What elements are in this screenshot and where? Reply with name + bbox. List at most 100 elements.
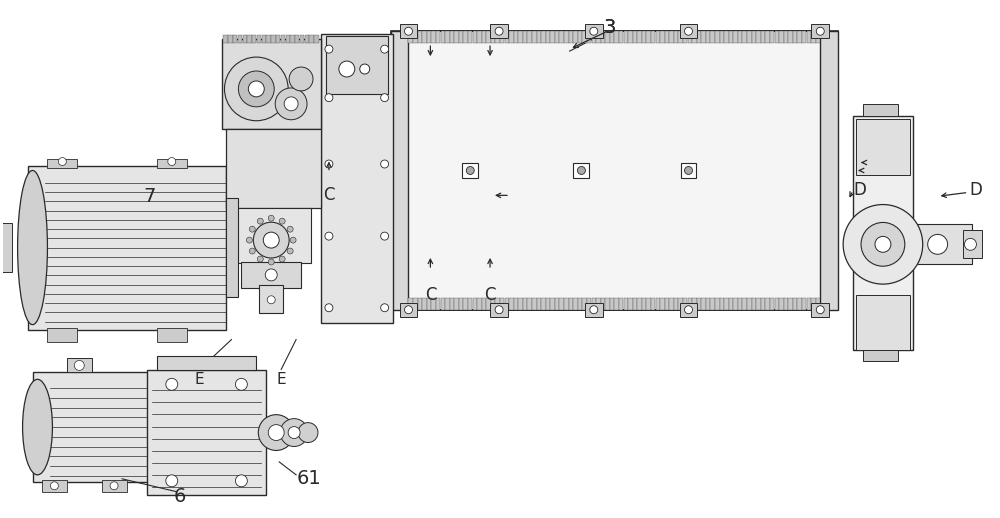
Bar <box>697 31 701 43</box>
Circle shape <box>590 27 598 35</box>
Bar <box>775 31 779 43</box>
Bar <box>252 35 256 43</box>
Bar <box>247 35 252 43</box>
Bar <box>42 480 67 492</box>
Bar <box>509 298 514 310</box>
Bar <box>257 35 261 43</box>
Circle shape <box>685 306 692 314</box>
Bar <box>856 119 910 176</box>
Circle shape <box>577 166 585 175</box>
Bar <box>578 31 582 43</box>
Bar <box>532 31 537 43</box>
Bar <box>454 31 459 43</box>
Bar <box>523 298 527 310</box>
Bar <box>226 128 321 208</box>
Circle shape <box>298 423 318 442</box>
Circle shape <box>235 378 247 390</box>
Text: C: C <box>425 286 436 304</box>
Circle shape <box>843 205 923 284</box>
Bar <box>856 295 910 350</box>
Bar <box>271 35 276 43</box>
Bar <box>765 298 770 310</box>
Circle shape <box>466 166 474 175</box>
Circle shape <box>263 232 279 248</box>
Bar <box>742 298 747 310</box>
Circle shape <box>325 304 333 312</box>
Bar <box>738 31 742 43</box>
Bar <box>509 31 514 43</box>
Bar <box>459 31 463 43</box>
Circle shape <box>58 157 66 166</box>
Circle shape <box>339 61 355 77</box>
Circle shape <box>289 67 313 91</box>
Bar <box>582 31 587 43</box>
Circle shape <box>268 215 274 221</box>
Bar <box>665 298 669 310</box>
Bar <box>585 303 603 316</box>
Circle shape <box>288 427 300 439</box>
Bar <box>550 31 555 43</box>
Bar <box>477 298 482 310</box>
Bar <box>569 298 573 310</box>
Circle shape <box>168 157 176 166</box>
Bar <box>592 298 596 310</box>
Circle shape <box>381 232 389 240</box>
Bar <box>559 31 564 43</box>
Bar <box>807 31 811 43</box>
Bar <box>651 298 655 310</box>
Bar <box>656 298 660 310</box>
Bar <box>391 31 838 310</box>
Bar <box>770 298 774 310</box>
Circle shape <box>290 237 296 243</box>
Bar <box>610 31 614 43</box>
Bar <box>811 31 816 43</box>
Bar <box>624 31 628 43</box>
Bar <box>422 298 427 310</box>
Bar <box>2 223 12 272</box>
Bar <box>637 298 642 310</box>
Bar <box>422 31 427 43</box>
Bar <box>431 31 436 43</box>
Bar <box>619 31 623 43</box>
Bar <box>674 31 678 43</box>
Bar <box>559 298 564 310</box>
Circle shape <box>816 27 824 35</box>
Bar <box>436 298 440 310</box>
Bar <box>720 31 724 43</box>
Circle shape <box>325 232 333 240</box>
Bar <box>720 298 724 310</box>
Bar <box>47 327 77 341</box>
Bar <box>692 31 697 43</box>
Circle shape <box>495 306 503 314</box>
Bar <box>555 31 559 43</box>
Circle shape <box>249 248 255 254</box>
Bar <box>788 31 793 43</box>
Bar <box>688 298 692 310</box>
Bar <box>238 35 242 43</box>
Bar <box>610 298 614 310</box>
Bar <box>573 31 578 43</box>
Bar <box>605 298 610 310</box>
Bar <box>400 24 417 38</box>
Bar <box>678 298 683 310</box>
Bar <box>633 298 637 310</box>
Circle shape <box>248 81 264 97</box>
Bar <box>408 298 413 310</box>
Bar <box>710 298 715 310</box>
Bar <box>505 298 509 310</box>
Bar <box>660 31 665 43</box>
Bar <box>637 31 642 43</box>
Bar <box>614 31 619 43</box>
Bar <box>665 31 669 43</box>
Circle shape <box>257 256 263 262</box>
Text: E: E <box>276 372 286 387</box>
Circle shape <box>287 248 293 254</box>
Bar <box>222 39 321 128</box>
Bar <box>537 31 541 43</box>
Bar <box>683 298 687 310</box>
Ellipse shape <box>18 170 47 325</box>
Bar <box>157 356 256 370</box>
Bar <box>779 298 784 310</box>
Bar <box>67 358 92 372</box>
Bar <box>688 31 692 43</box>
